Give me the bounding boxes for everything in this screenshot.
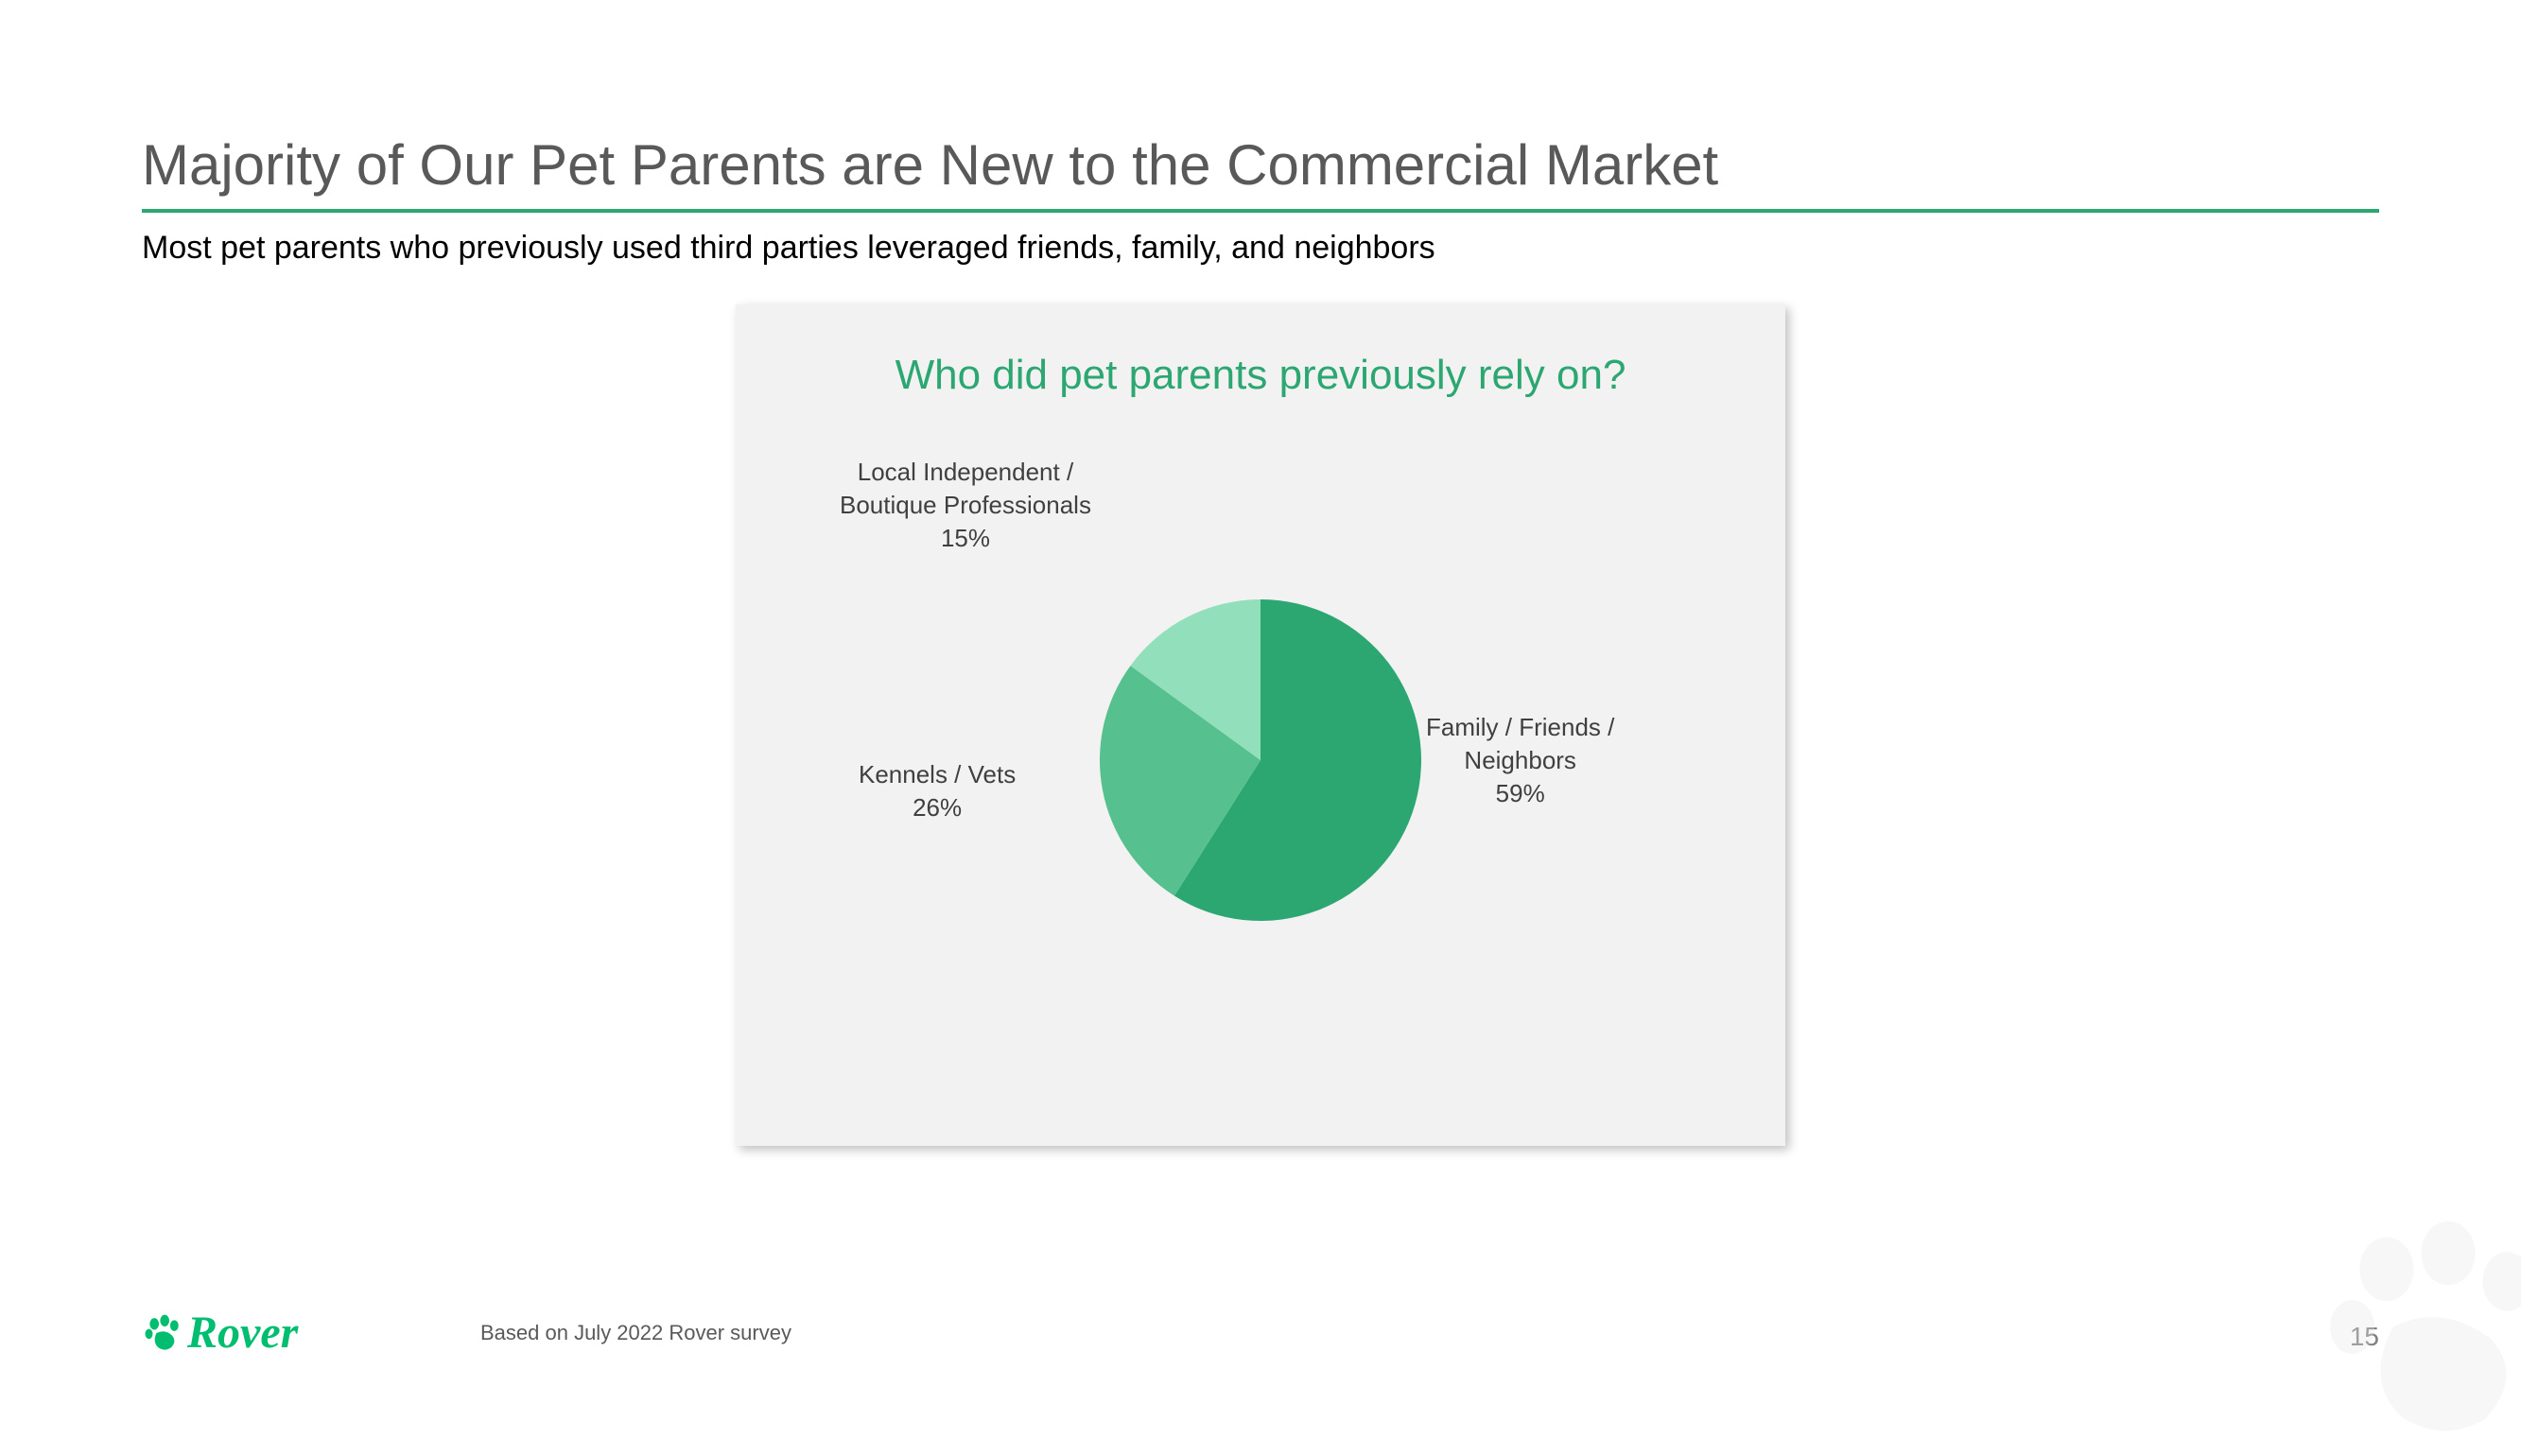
svg-text:Rover: Rover xyxy=(187,1308,300,1358)
subtitle: Most pet parents who previously used thi… xyxy=(142,230,2379,267)
title-underline xyxy=(142,209,2379,213)
pie-label-line2: Neighbors xyxy=(1426,744,1614,777)
rover-logo: Rover xyxy=(142,1305,357,1361)
pie-label-1: Kennels / Vets26% xyxy=(859,758,1016,824)
footer: Rover Based on July 2022 Rover survey xyxy=(142,1305,2426,1361)
pie-label-line2: Boutique Professionals xyxy=(840,489,1091,522)
chart-title: Who did pet parents previously rely on? xyxy=(774,352,1747,399)
pie-label-value: 59% xyxy=(1426,777,1614,810)
paw-icon xyxy=(142,1312,183,1354)
pie-chart xyxy=(1090,590,1431,930)
pie-label-line1: Local Independent / xyxy=(840,456,1091,489)
pie-label-2: Local Independent /Boutique Professional… xyxy=(840,456,1091,555)
pie-label-0: Family / Friends /Neighbors59% xyxy=(1426,711,1614,810)
chart-card: Who did pet parents previously rely on? … xyxy=(736,304,1785,1146)
pie-chart-container: Family / Friends /Neighbors59% Kennels / … xyxy=(774,427,1747,1032)
page-title: Majority of Our Pet Parents are New to t… xyxy=(142,132,2379,198)
rover-wordmark: Rover xyxy=(187,1305,357,1361)
pie-label-line1: Family / Friends / xyxy=(1426,711,1614,744)
watermark-paw-icon xyxy=(2313,1210,2521,1456)
pie-label-value: 26% xyxy=(859,791,1016,824)
source-text: Based on July 2022 Rover survey xyxy=(480,1321,791,1345)
pie-label-line1: Kennels / Vets xyxy=(859,758,1016,791)
pie-label-value: 15% xyxy=(840,522,1091,555)
